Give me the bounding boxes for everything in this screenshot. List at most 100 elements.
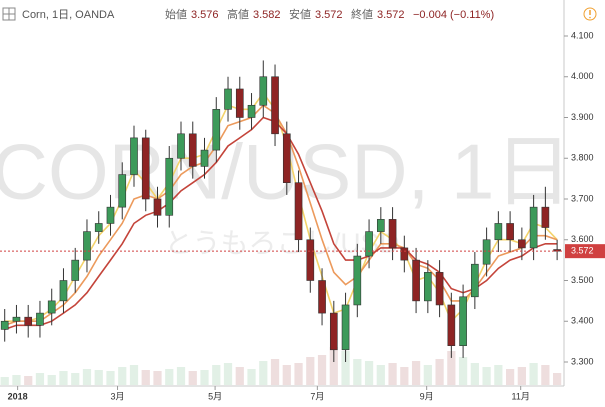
- high-label: 高値: [227, 7, 249, 21]
- volume-bar: [341, 351, 350, 385]
- volume-bar: [494, 365, 503, 385]
- y-tick-label: 3.400: [571, 316, 594, 326]
- open-label: 始値: [165, 7, 187, 21]
- candle-body: [12, 316, 21, 322]
- plot: [0, 60, 562, 385]
- volume-bar: [0, 377, 9, 385]
- volume-bar: [200, 370, 209, 385]
- candle-body: [353, 255, 362, 306]
- candle-body: [341, 304, 350, 351]
- volume-bar: [118, 367, 127, 385]
- high-value: 3.582: [253, 9, 281, 21]
- y-tick-label: 3.800: [571, 153, 594, 163]
- volume-bar: [24, 376, 33, 385]
- candle-body: [294, 182, 303, 241]
- volume-bar: [353, 359, 362, 385]
- close-value: 3.572: [377, 9, 405, 21]
- volume-bar: [517, 367, 526, 385]
- candle-body: [365, 231, 373, 257]
- x-tick-label: 7月: [310, 391, 324, 401]
- candle-body: [71, 259, 80, 281]
- y-tick-label: 3.700: [571, 193, 594, 203]
- candle-body: [271, 76, 279, 135]
- candle-body: [471, 263, 479, 298]
- candle-body: [59, 280, 68, 302]
- y-tick-label: 3.600: [571, 234, 594, 244]
- ribbon-line: [4, 116, 558, 331]
- volume-bar: [400, 367, 409, 385]
- symbol: Corn, 1日, OANDA: [22, 9, 115, 21]
- open-value: 3.576: [191, 9, 219, 21]
- candle-body: [47, 300, 56, 314]
- candle-body: [247, 104, 256, 118]
- candle-body: [83, 231, 91, 261]
- x-tick-label: 2018: [8, 391, 28, 401]
- volume-bar: [223, 363, 233, 385]
- volume-bar: [235, 367, 244, 385]
- low-label: 安値: [289, 7, 311, 21]
- x-tick-label: 5月: [208, 391, 222, 401]
- volume-bar: [12, 375, 21, 385]
- candle-body: [447, 304, 456, 347]
- candle-body: [306, 239, 315, 281]
- candle-body: [188, 133, 197, 167]
- volume-bar: [388, 363, 397, 385]
- candle-body: [388, 219, 397, 249]
- volume-bar: [59, 371, 68, 385]
- y-tick-label: 3.900: [571, 112, 594, 122]
- volume-bar: [212, 365, 221, 385]
- candle-body: [130, 137, 138, 175]
- candle-body: [318, 280, 326, 314]
- volume-bar: [306, 357, 315, 385]
- volume-bar: [423, 365, 432, 385]
- candle-body: [0, 320, 9, 330]
- y-tick-label: 4.000: [571, 71, 594, 81]
- volume-bar: [553, 373, 562, 385]
- candle-body: [435, 272, 444, 306]
- volume-bar: [294, 363, 303, 385]
- candle-body: [94, 223, 103, 232]
- candle-body: [424, 272, 432, 302]
- candle-body: [106, 206, 115, 224]
- candle-body: [235, 88, 244, 118]
- candle-body: [482, 239, 491, 265]
- volume-bar: [247, 369, 256, 385]
- volume-bar: [176, 367, 186, 385]
- volume-bar: [129, 365, 139, 385]
- volume-bar: [376, 365, 385, 385]
- volume-bar: [470, 363, 479, 385]
- candle-body: [459, 296, 467, 346]
- candle-body: [165, 157, 174, 216]
- candle-body: [141, 137, 150, 200]
- volume-bar: [364, 361, 374, 385]
- volume-bar: [541, 365, 550, 385]
- y-tick-label: 3.300: [571, 356, 594, 366]
- candle-body: [118, 174, 127, 208]
- volume-bar: [188, 371, 197, 385]
- x-tick-label: 9月: [420, 391, 434, 401]
- volume-bar: [447, 351, 456, 385]
- change-value: −0.004 (−0.11%): [413, 9, 494, 21]
- volume-bar: [47, 375, 56, 385]
- volume-bar: [141, 370, 150, 385]
- candle-body: [24, 316, 33, 326]
- candle-body: [494, 223, 503, 241]
- candle-body: [529, 206, 538, 249]
- alert-icon[interactable]: [583, 7, 597, 21]
- volume-bar: [71, 373, 80, 385]
- candle-body: [177, 133, 185, 159]
- candle-body: [36, 312, 44, 326]
- x-tick-label: 3月: [111, 391, 125, 401]
- candle-body: [224, 88, 232, 110]
- candle-body: [329, 312, 338, 351]
- candle-body: [506, 223, 514, 241]
- volume-bar: [529, 363, 538, 385]
- volume-bar: [282, 365, 291, 385]
- volume-bar: [317, 355, 327, 385]
- y-tick-label: 3.500: [571, 275, 594, 285]
- y-tick-label: 4.100: [571, 30, 594, 40]
- candle-body: [200, 149, 209, 167]
